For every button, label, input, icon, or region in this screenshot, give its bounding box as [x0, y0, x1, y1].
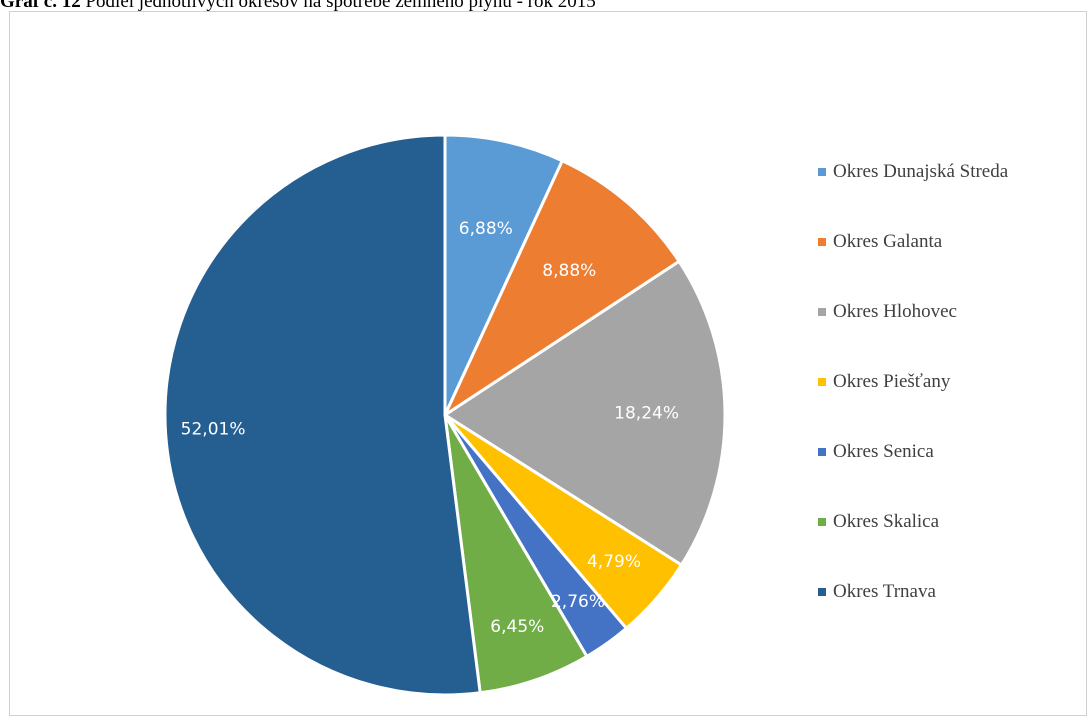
- legend-label: Okres Hlohovec: [833, 301, 957, 322]
- legend-item-okres-dunajska-streda: Okres Dunajská Streda: [818, 160, 1008, 184]
- caption-text: Podiel jednotlivých okresov na spotrebe …: [85, 0, 596, 12]
- legend-swatch: [818, 448, 826, 456]
- legend-item-okres-skalica: Okres Skalica: [818, 510, 1008, 534]
- pie-labels: 6,88% 8,88% 18,24% 4,79% 2,76% 6,45% 52,01%: [181, 219, 679, 637]
- pie-label-okres-trnava: 52,01%: [181, 420, 246, 440]
- pie-label-okres-dunajska-streda: 6,88%: [459, 219, 513, 239]
- legend-item-okres-piestany: Okres Piešťany: [818, 370, 1008, 394]
- pie-label-okres-galanta: 8,88%: [542, 261, 596, 281]
- pie-slice-okres-trnava: [163, 133, 482, 697]
- legend-item-okres-hlohovec: Okres Hlohovec: [818, 300, 1008, 324]
- legend-item-okres-galanta: Okres Galanta: [818, 230, 1008, 254]
- caption-prefix: Graf č. 12: [0, 0, 81, 12]
- legend-swatch: [818, 168, 826, 176]
- pie-slice-okres-skalica: [443, 413, 589, 695]
- pie-label-okres-hlohovec: 18,24%: [614, 403, 679, 423]
- pie-slices: [163, 133, 727, 697]
- pie-slice-okres-hlohovec: [443, 259, 727, 567]
- legend-swatch: [818, 308, 826, 316]
- legend-item-okres-senica: Okres Senica: [818, 440, 1008, 464]
- pie-slice-okres-galanta: [443, 159, 681, 417]
- legend-label: Okres Dunajská Streda: [833, 161, 1009, 182]
- legend-label: Okres Senica: [833, 441, 934, 462]
- pie-label-okres-skalica: 6,45%: [490, 617, 544, 637]
- chart-caption: Graf č. 12 Podiel jednotlivých okresov n…: [0, 0, 596, 13]
- pie-label-okres-piestany: 4,79%: [587, 552, 641, 572]
- legend-swatch: [818, 378, 826, 386]
- legend-item-okres-trnava: Okres Trnava: [818, 580, 1008, 604]
- chart-legend: Okres Dunajská Streda Okres Galanta Okres …: [818, 160, 1008, 650]
- legend-label: Okres Piešťany: [833, 371, 951, 392]
- legend-label: Okres Trnava: [833, 581, 936, 602]
- legend-swatch: [818, 238, 826, 246]
- pie-slice-okres-dunajska-streda: [443, 133, 564, 417]
- legend-label: Okres Galanta: [833, 231, 943, 252]
- legend-label: Okres Skalica: [833, 511, 940, 532]
- pie-label-okres-senica: 2,76%: [551, 592, 605, 612]
- legend-swatch: [818, 588, 826, 596]
- legend-swatch: [818, 518, 826, 526]
